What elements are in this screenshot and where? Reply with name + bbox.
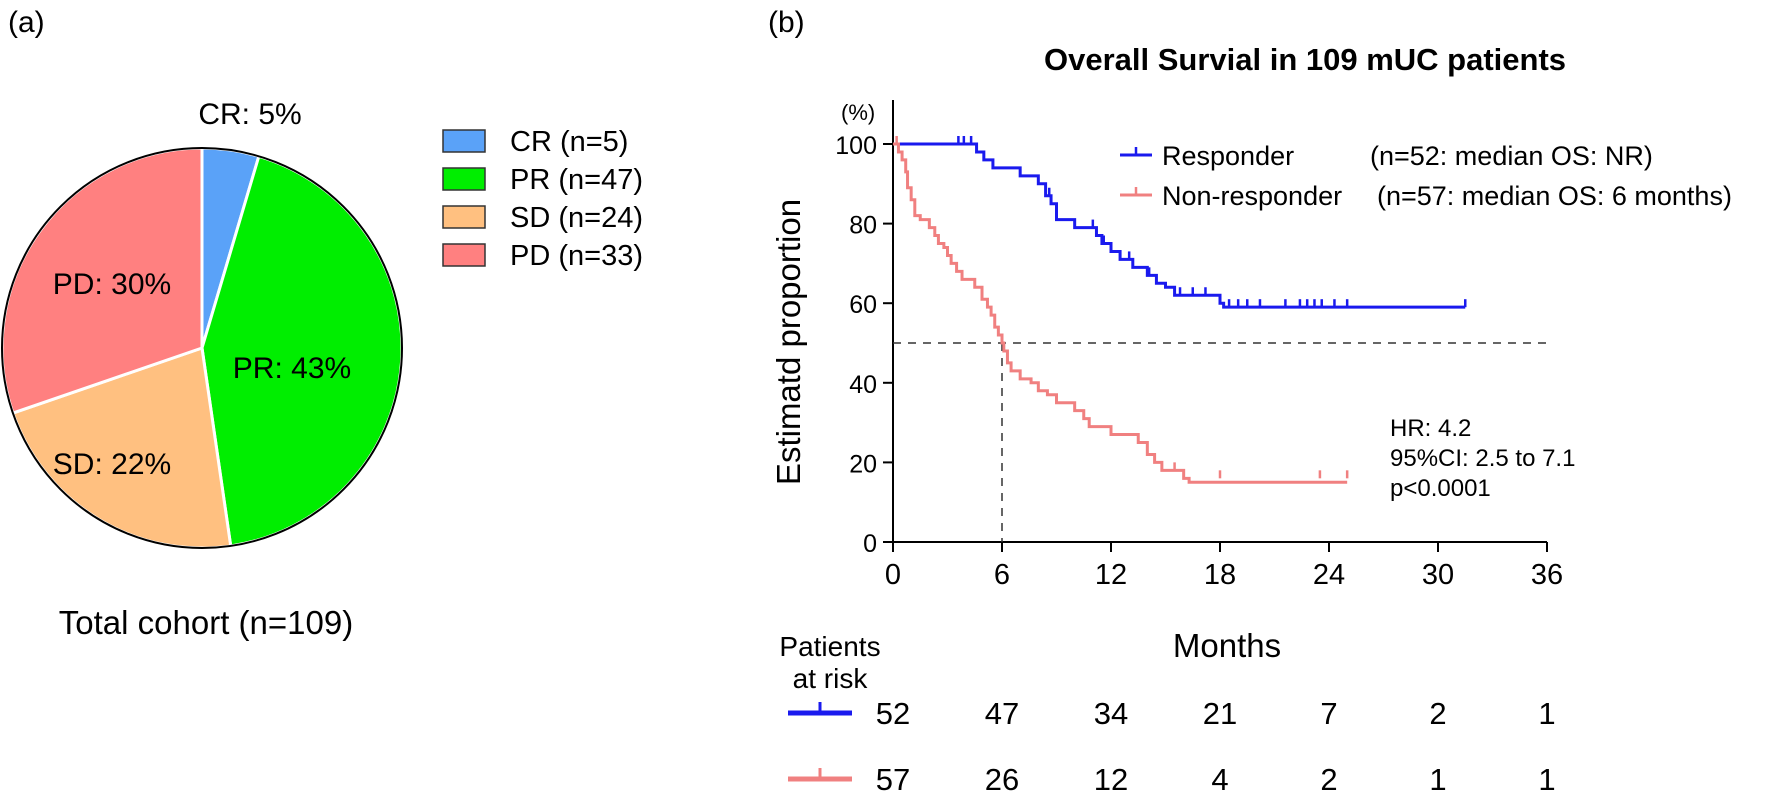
y-axis-label: Estimatd proportion [770, 199, 807, 485]
km-legend: Responder (n=52: median OS: NR) Non-respon… [1120, 141, 1732, 211]
at-risk-count-non-responder: 1 [1538, 762, 1555, 797]
ci-line: 95%CI: 2.5 to 7.1 [1390, 445, 1575, 472]
at-risk-table: 52 47 34 21 7 2 157 26 12 4 2 1 1 [788, 696, 1556, 797]
pie-label-cr: CR: 5% [198, 98, 301, 131]
pie-caption: Total cohort (n=109) [59, 604, 353, 641]
km-legend-name-non-responder: Non-responder [1162, 181, 1342, 211]
at-risk-count-responder: 21 [1203, 696, 1237, 731]
km-legend-name-responder: Responder [1162, 141, 1294, 171]
x-axis-label: Months [1173, 627, 1281, 664]
at-risk-count-responder: 34 [1094, 696, 1128, 731]
hr-line: HR: 4.2 [1390, 415, 1471, 442]
pie-label-sd: SD: 22% [53, 448, 171, 481]
pie-label-pr: PR: 43% [233, 352, 351, 385]
km-curve-non-responder [893, 142, 1348, 484]
at-risk-count-responder: 1 [1538, 696, 1555, 731]
km-title: Overall Survial in 109 mUC patients [1044, 42, 1566, 77]
legend-label-sd: SD (n=24) [510, 202, 643, 234]
y-unit-label: (%) [841, 100, 875, 125]
at-risk-count-responder: 52 [876, 696, 910, 731]
x-tick-label: 36 [1531, 559, 1563, 591]
at-risk-count-responder: 47 [985, 696, 1019, 731]
x-tick-label: 6 [994, 559, 1010, 591]
x-tick-label: 30 [1422, 559, 1454, 591]
x-tick-label: 24 [1313, 559, 1345, 591]
x-tick-label: 18 [1204, 559, 1236, 591]
y-tick-label: 40 [849, 371, 877, 399]
x-tick-label: 0 [885, 559, 901, 591]
legend-swatch-sd [442, 205, 486, 229]
panel-b-label: (b) [768, 6, 805, 39]
hazard-ratio-box: HR: 4.2 95%CI: 2.5 to 7.1 p<0.0001 [1390, 415, 1575, 502]
km-axes: 0 6 12 18 24 30 36 0 20 40 60 80 100 [835, 100, 1563, 591]
p-value-line: p<0.0001 [1390, 475, 1491, 502]
pie-chart: CR: 5% PR: 43% SD: 22% PD: 30% [0, 98, 404, 550]
at-risk-count-non-responder: 12 [1094, 762, 1128, 797]
pie-outline [1, 147, 403, 549]
at-risk-count-non-responder: 1 [1429, 762, 1446, 797]
at-risk-label-2: at risk [793, 663, 869, 694]
at-risk-count-non-responder: 26 [985, 762, 1019, 797]
legend-label-cr: CR (n=5) [510, 126, 628, 158]
panel-a-label: (a) [8, 6, 45, 39]
y-tick-label: 0 [863, 530, 877, 558]
at-risk-count-non-responder: 57 [876, 762, 910, 797]
y-tick-label: 20 [849, 450, 877, 478]
km-legend-detail-responder: (n=52: median OS: NR) [1370, 141, 1653, 171]
y-tick-label: 60 [849, 291, 877, 319]
legend-swatch-cr [442, 129, 486, 153]
at-risk-label-1: Patients [779, 631, 880, 662]
at-risk-count-responder: 2 [1429, 696, 1446, 731]
y-tick-label: 80 [849, 212, 877, 240]
legend-label-pd: PD (n=33) [510, 240, 643, 272]
km-curve-responder [893, 142, 1466, 309]
x-tick-label: 12 [1095, 559, 1127, 591]
legend-label-pr: PR (n=47) [510, 164, 643, 196]
legend-swatch-pr [442, 167, 486, 191]
km-legend-detail-non-responder: (n=57: median OS: 6 months) [1377, 181, 1732, 211]
legend-swatch-pd [442, 243, 486, 267]
km-curves [893, 136, 1467, 484]
pie-label-pd: PD: 30% [53, 268, 171, 301]
at-risk-count-non-responder: 4 [1211, 762, 1228, 797]
at-risk-count-non-responder: 2 [1320, 762, 1337, 797]
pie-legend: CR (n=5) PR (n=47) SD (n=24) PD (n=33) [442, 126, 643, 272]
y-tick-label: 100 [835, 132, 877, 160]
median-reference-lines [893, 342, 1547, 542]
at-risk-count-responder: 7 [1320, 696, 1337, 731]
